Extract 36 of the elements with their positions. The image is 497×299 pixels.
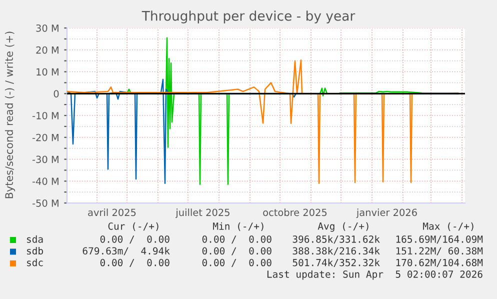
chart-title: Throughput per device - by year — [142, 10, 356, 24]
text: 0.00 / 0.00 — [202, 258, 272, 268]
y-tick-label: 0 — [54, 90, 59, 98]
text: 0.00 / 0.00 — [100, 235, 170, 244]
legend-label: sda — [27, 235, 43, 243]
text: Last update: Sun Apr 5 02:00:07 2026 — [267, 270, 482, 280]
y-tick-label: -30 M — [32, 156, 58, 164]
y-tick-label: -20 M — [32, 134, 58, 142]
x-tick-label: juillet 2025 — [176, 208, 230, 218]
text: 0.00 / 0.00 — [202, 247, 272, 256]
legend-label: sdc — [27, 258, 43, 266]
legend-label: sdb — [27, 247, 43, 255]
text: 170.62M/104.68M — [396, 258, 483, 268]
y-tick-label: -10 M — [32, 112, 58, 120]
x-tick-label: janvier 2026 — [356, 208, 417, 218]
x-tick-label: octobre 2025 — [263, 208, 327, 216]
text: 0.00 / 0.00 — [100, 258, 170, 268]
y-tick-label: 30 M — [36, 24, 58, 32]
text: Avg (-/+) — [318, 222, 368, 232]
text: Min (-/+) — [213, 222, 264, 231]
y-tick-label: 20 M — [36, 46, 58, 54]
text: 0.00 / 0.00 — [202, 235, 272, 244]
text: 679.63m/ 4.94k — [82, 247, 170, 256]
line-series — [67, 60, 459, 184]
text: 165.69M/164.09M — [396, 235, 483, 244]
y-tick-label: -40 M — [32, 178, 58, 185]
y-tick-label: -50 M — [32, 199, 58, 207]
text: 388.38k/216.34k — [292, 247, 380, 256]
text: 501.74k/352.32k — [292, 258, 380, 268]
text: Cur (-/+) — [108, 222, 158, 231]
x-tick-label: avril 2025 — [88, 208, 136, 216]
text: Max (-/+) — [423, 222, 474, 231]
text: 151.22M/ 60.38M — [396, 247, 483, 256]
y-axis-title: Bytes/second read (-) / write (+) — [4, 32, 16, 198]
y-tick-label: 10 M — [36, 68, 58, 76]
text: 396.85k/331.62k — [292, 235, 380, 244]
